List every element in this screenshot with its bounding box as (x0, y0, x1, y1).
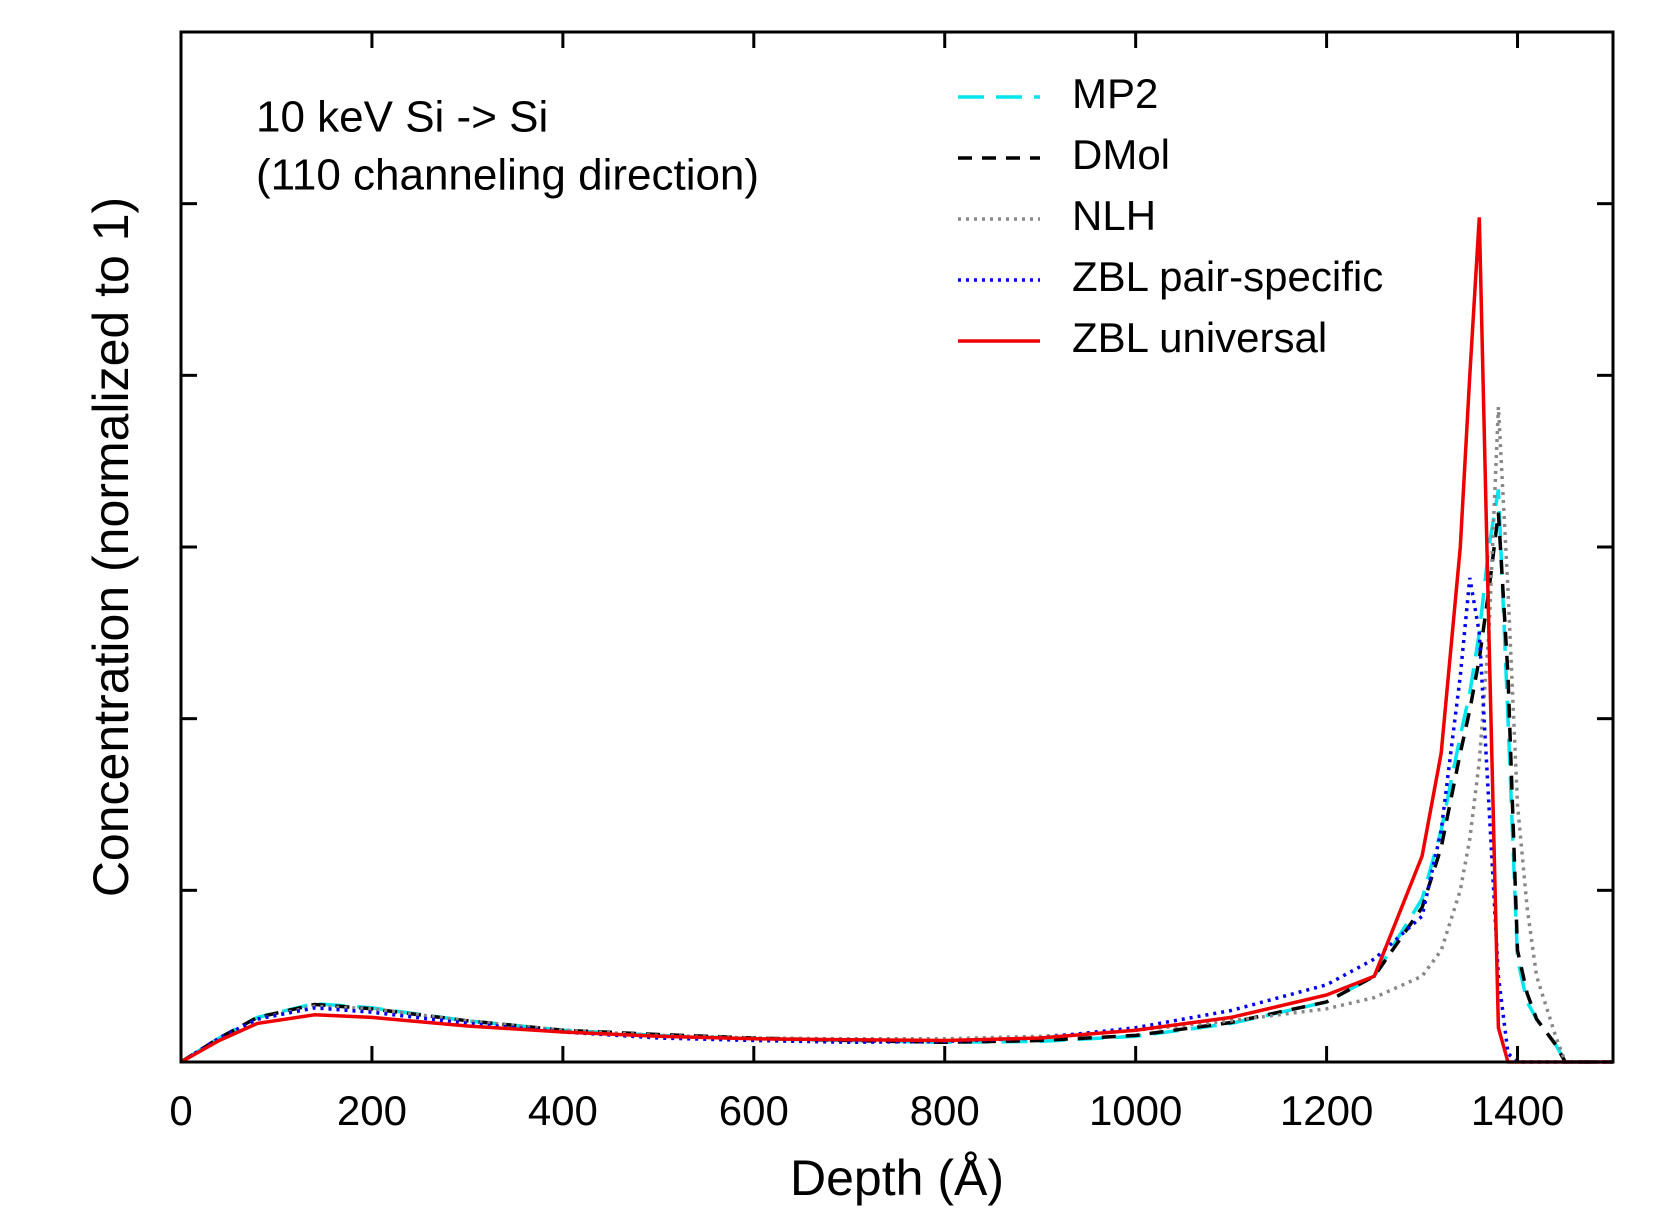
series-line (180, 407, 1613, 1064)
x-tick-label: 0 (169, 1087, 192, 1134)
x-tick-label: 1400 (1471, 1087, 1564, 1134)
x-tick-label: 800 (910, 1087, 980, 1134)
x-tick-label: 1000 (1089, 1087, 1182, 1134)
series-line (180, 512, 1613, 1064)
legend-label: NLH (1072, 192, 1156, 239)
x-tick-label: 400 (528, 1087, 598, 1134)
y-axis-label: Concentration (normalized to 1) (83, 197, 139, 897)
x-axis-label: Depth (Å) (790, 1150, 1004, 1206)
x-tick-label: 200 (337, 1087, 407, 1134)
legend-label: MP2 (1072, 70, 1158, 117)
annotation: 10 keV Si -> Si (256, 93, 548, 142)
series-line (180, 577, 1613, 1064)
plot-frame (179, 30, 1615, 1064)
series-line (180, 489, 1613, 1064)
legend-label: ZBL universal (1072, 314, 1327, 361)
legend-label: DMol (1072, 131, 1170, 178)
x-tick-label: 600 (719, 1087, 789, 1134)
x-tick-label: 1200 (1280, 1087, 1373, 1134)
annotation: (110 channeling direction) (256, 151, 759, 200)
legend-label: ZBL pair-specific (1072, 253, 1383, 300)
